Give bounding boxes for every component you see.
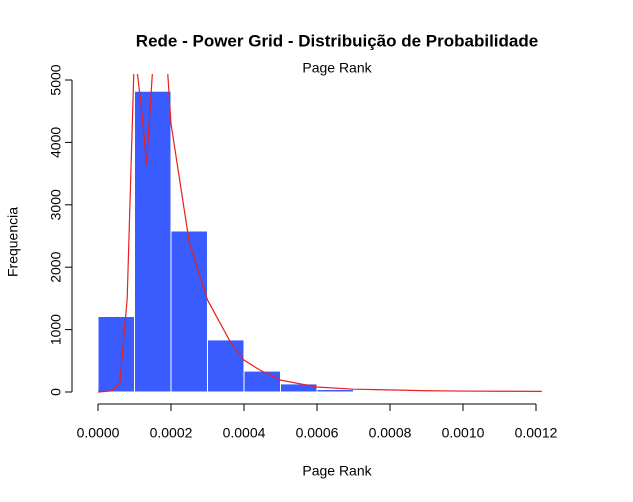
- histogram-bar: [97, 315, 135, 393]
- x-axis-label: Page Rank: [302, 463, 372, 479]
- density-group: [97, 74, 542, 393]
- x-tick-label: 0.0002: [150, 425, 193, 441]
- y-axis-label: Frequencia: [5, 207, 21, 277]
- x-tick-label: 0.0008: [369, 425, 412, 441]
- x-tick-label: 0.0012: [515, 425, 558, 441]
- histogram-bar: [134, 90, 172, 393]
- y-tick-label: 5000: [48, 64, 64, 95]
- x-tick-label: 0.0010: [442, 425, 485, 441]
- histogram-bar: [316, 389, 354, 393]
- x-tick-label: 0.0006: [296, 425, 339, 441]
- histogram-bar: [280, 383, 318, 393]
- histogram-bar: [170, 230, 208, 393]
- x-tick-label: 0.0000: [77, 425, 120, 441]
- y-tick-label: 1000: [48, 314, 64, 345]
- histogram-bar: [207, 339, 245, 393]
- chart-title: Rede - Power Grid - Distribuição de Prob…: [136, 31, 538, 50]
- histogram-bar: [243, 370, 281, 393]
- histogram-bar: [353, 390, 391, 393]
- y-tick-label: 4000: [48, 127, 64, 158]
- chart-subtitle: Page Rank: [302, 60, 372, 76]
- density-line: [97, 74, 542, 393]
- y-tick-label: 3000: [48, 189, 64, 220]
- y-tick-label: 2000: [48, 251, 64, 282]
- x-tick-label: 0.0004: [223, 425, 266, 441]
- y-tick-label: 0: [48, 388, 64, 396]
